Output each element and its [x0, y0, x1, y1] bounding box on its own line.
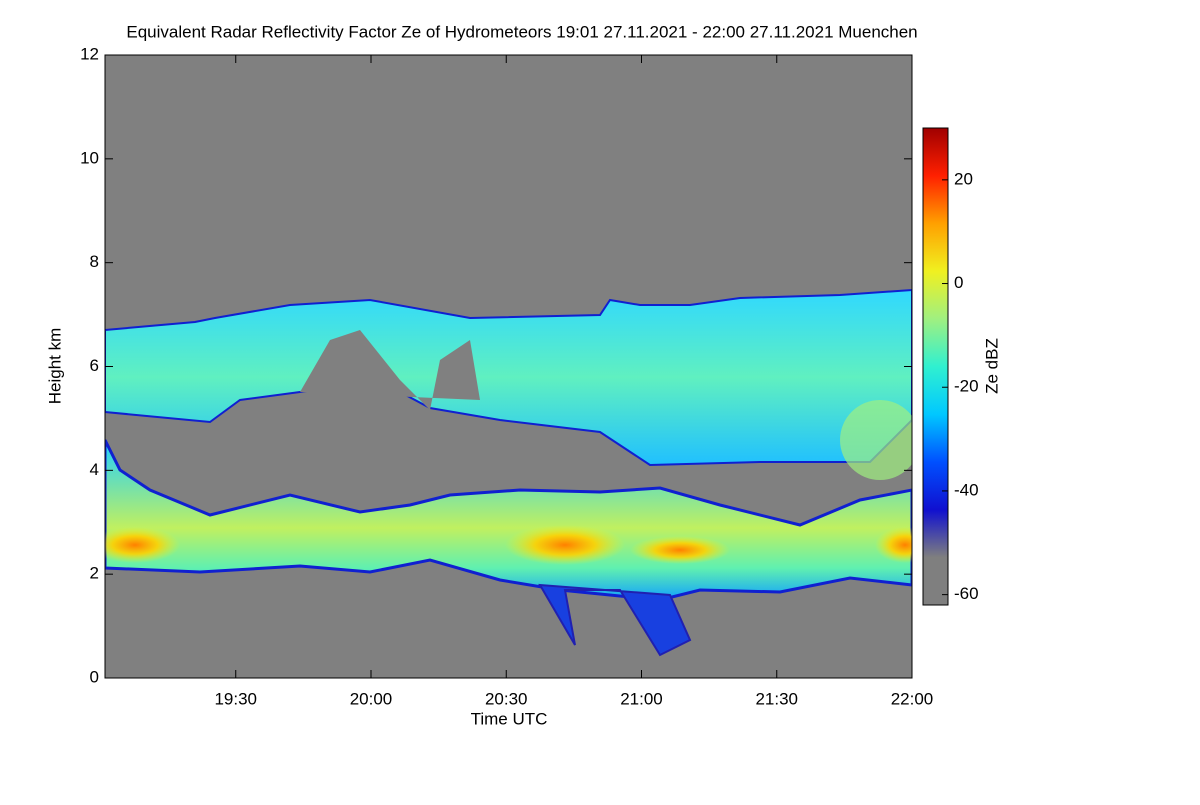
core — [630, 536, 730, 564]
colorbar-label: Ze dBZ — [982, 338, 1001, 394]
x-tick-label: 19:30 — [214, 689, 257, 708]
x-tick-label: 20:00 — [350, 689, 393, 708]
y-tick-label: 4 — [90, 460, 99, 479]
core — [840, 400, 912, 480]
y-tick-label: 8 — [90, 252, 99, 271]
colorbar-tick-label: -40 — [954, 480, 979, 499]
y-tick-label: 0 — [90, 667, 99, 686]
core — [105, 527, 180, 563]
precipitation-streaks — [538, 583, 692, 657]
x-tick-label: 21:30 — [755, 689, 798, 708]
cloud-gap — [300, 330, 480, 410]
colorbar — [922, 127, 949, 606]
y-tick-label: 12 — [80, 44, 99, 63]
colorbar-tick-label: 0 — [954, 273, 963, 292]
y-tick-label: 2 — [90, 564, 99, 583]
y-tick-label: 6 — [90, 356, 99, 375]
x-tick-label: 21:00 — [620, 689, 663, 708]
x-tick-label: 22:00 — [891, 689, 934, 708]
colorbar-tick-label: 20 — [954, 169, 973, 188]
core — [505, 525, 625, 565]
y-axis-label: Height km — [45, 328, 64, 405]
y-tick-label: 10 — [80, 148, 99, 167]
reflectivity-field — [105, 288, 912, 657]
colorbar-tick-label: -20 — [954, 377, 979, 396]
x-tick-label: 20:30 — [485, 689, 528, 708]
core — [875, 527, 912, 563]
x-axis-label: Time UTC — [471, 709, 548, 728]
chart-title: Equivalent Radar Reflectivity Factor Ze … — [126, 22, 917, 41]
colorbar-tick-label: -60 — [954, 584, 979, 603]
